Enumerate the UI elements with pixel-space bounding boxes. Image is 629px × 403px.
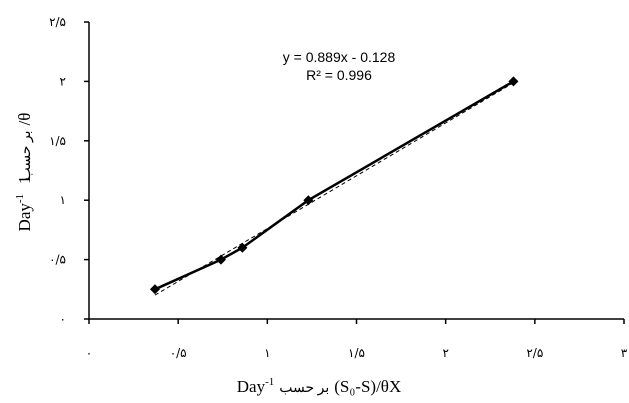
y-tick-label: ۱/۵ <box>49 134 66 148</box>
x-axis-unit: Day <box>237 377 266 396</box>
data-point <box>508 76 519 87</box>
x-tick-label: ۱ <box>264 346 270 360</box>
series-group <box>149 76 519 295</box>
x-tick-label: ۲/۵ <box>526 346 543 360</box>
trendline <box>154 82 514 296</box>
tick-labels: ۰ ۰/۵ ۱ ۱/۵ ۲ ۲/۵ ۳ ۰ ۰/۵ ۱ ۱/۵ ۲ ۲/۵ <box>49 15 628 360</box>
trendline-equation: y = 0.889x - 0.128 R² = 0.996 <box>283 49 396 83</box>
y-tick-label: ۰/۵ <box>49 253 66 267</box>
x-tick-label: ۰/۵ <box>170 346 187 360</box>
x-axis-quantity: (S₀-S)/θX <box>334 377 401 396</box>
y-axis-title: Day-1بر حسب1/θ <box>14 113 34 232</box>
data-point <box>215 254 226 265</box>
y-axis-persian: بر حسب <box>19 130 34 180</box>
y-tick-label: ۱ <box>60 193 66 207</box>
x-tick-label: ۳ <box>621 346 628 360</box>
trendline-group <box>154 82 514 296</box>
y-tick-label: ۰ <box>60 312 66 326</box>
x-axis-persian: بر حسب <box>279 381 329 396</box>
y-tick-label: ۲ <box>60 74 66 88</box>
equation-text: y = 0.889x - 0.128 <box>283 49 396 65</box>
x-tick-label: ۱/۵ <box>348 346 365 360</box>
y-axis-unit: Day <box>15 203 34 232</box>
x-tick-label: ۰ <box>86 346 92 360</box>
x-axis-unit-exponent: -1 <box>265 376 274 388</box>
y-tick-label: ۲/۵ <box>49 15 66 29</box>
y-axis-unit-exponent: -1 <box>14 194 26 203</box>
r-squared-text: R² = 0.996 <box>306 67 372 83</box>
data-point <box>149 284 160 295</box>
x-axis-title: Day-1 بر حسب (S₀-S)/θX <box>237 376 401 396</box>
ticks <box>84 21 625 324</box>
x-tick-label: ۲ <box>442 346 448 360</box>
series-line <box>154 80 515 291</box>
data-point <box>237 242 248 253</box>
data-point <box>303 195 314 206</box>
